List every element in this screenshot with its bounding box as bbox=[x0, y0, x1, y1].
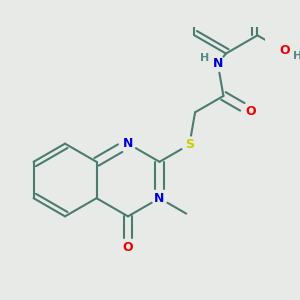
Text: O: O bbox=[245, 105, 256, 118]
Text: H: H bbox=[200, 53, 210, 63]
Text: S: S bbox=[185, 138, 194, 151]
Text: N: N bbox=[154, 192, 165, 205]
Text: O: O bbox=[279, 44, 290, 57]
Text: O: O bbox=[123, 241, 133, 254]
Text: H: H bbox=[293, 51, 300, 61]
Text: N: N bbox=[123, 137, 133, 150]
Text: N: N bbox=[213, 57, 223, 70]
